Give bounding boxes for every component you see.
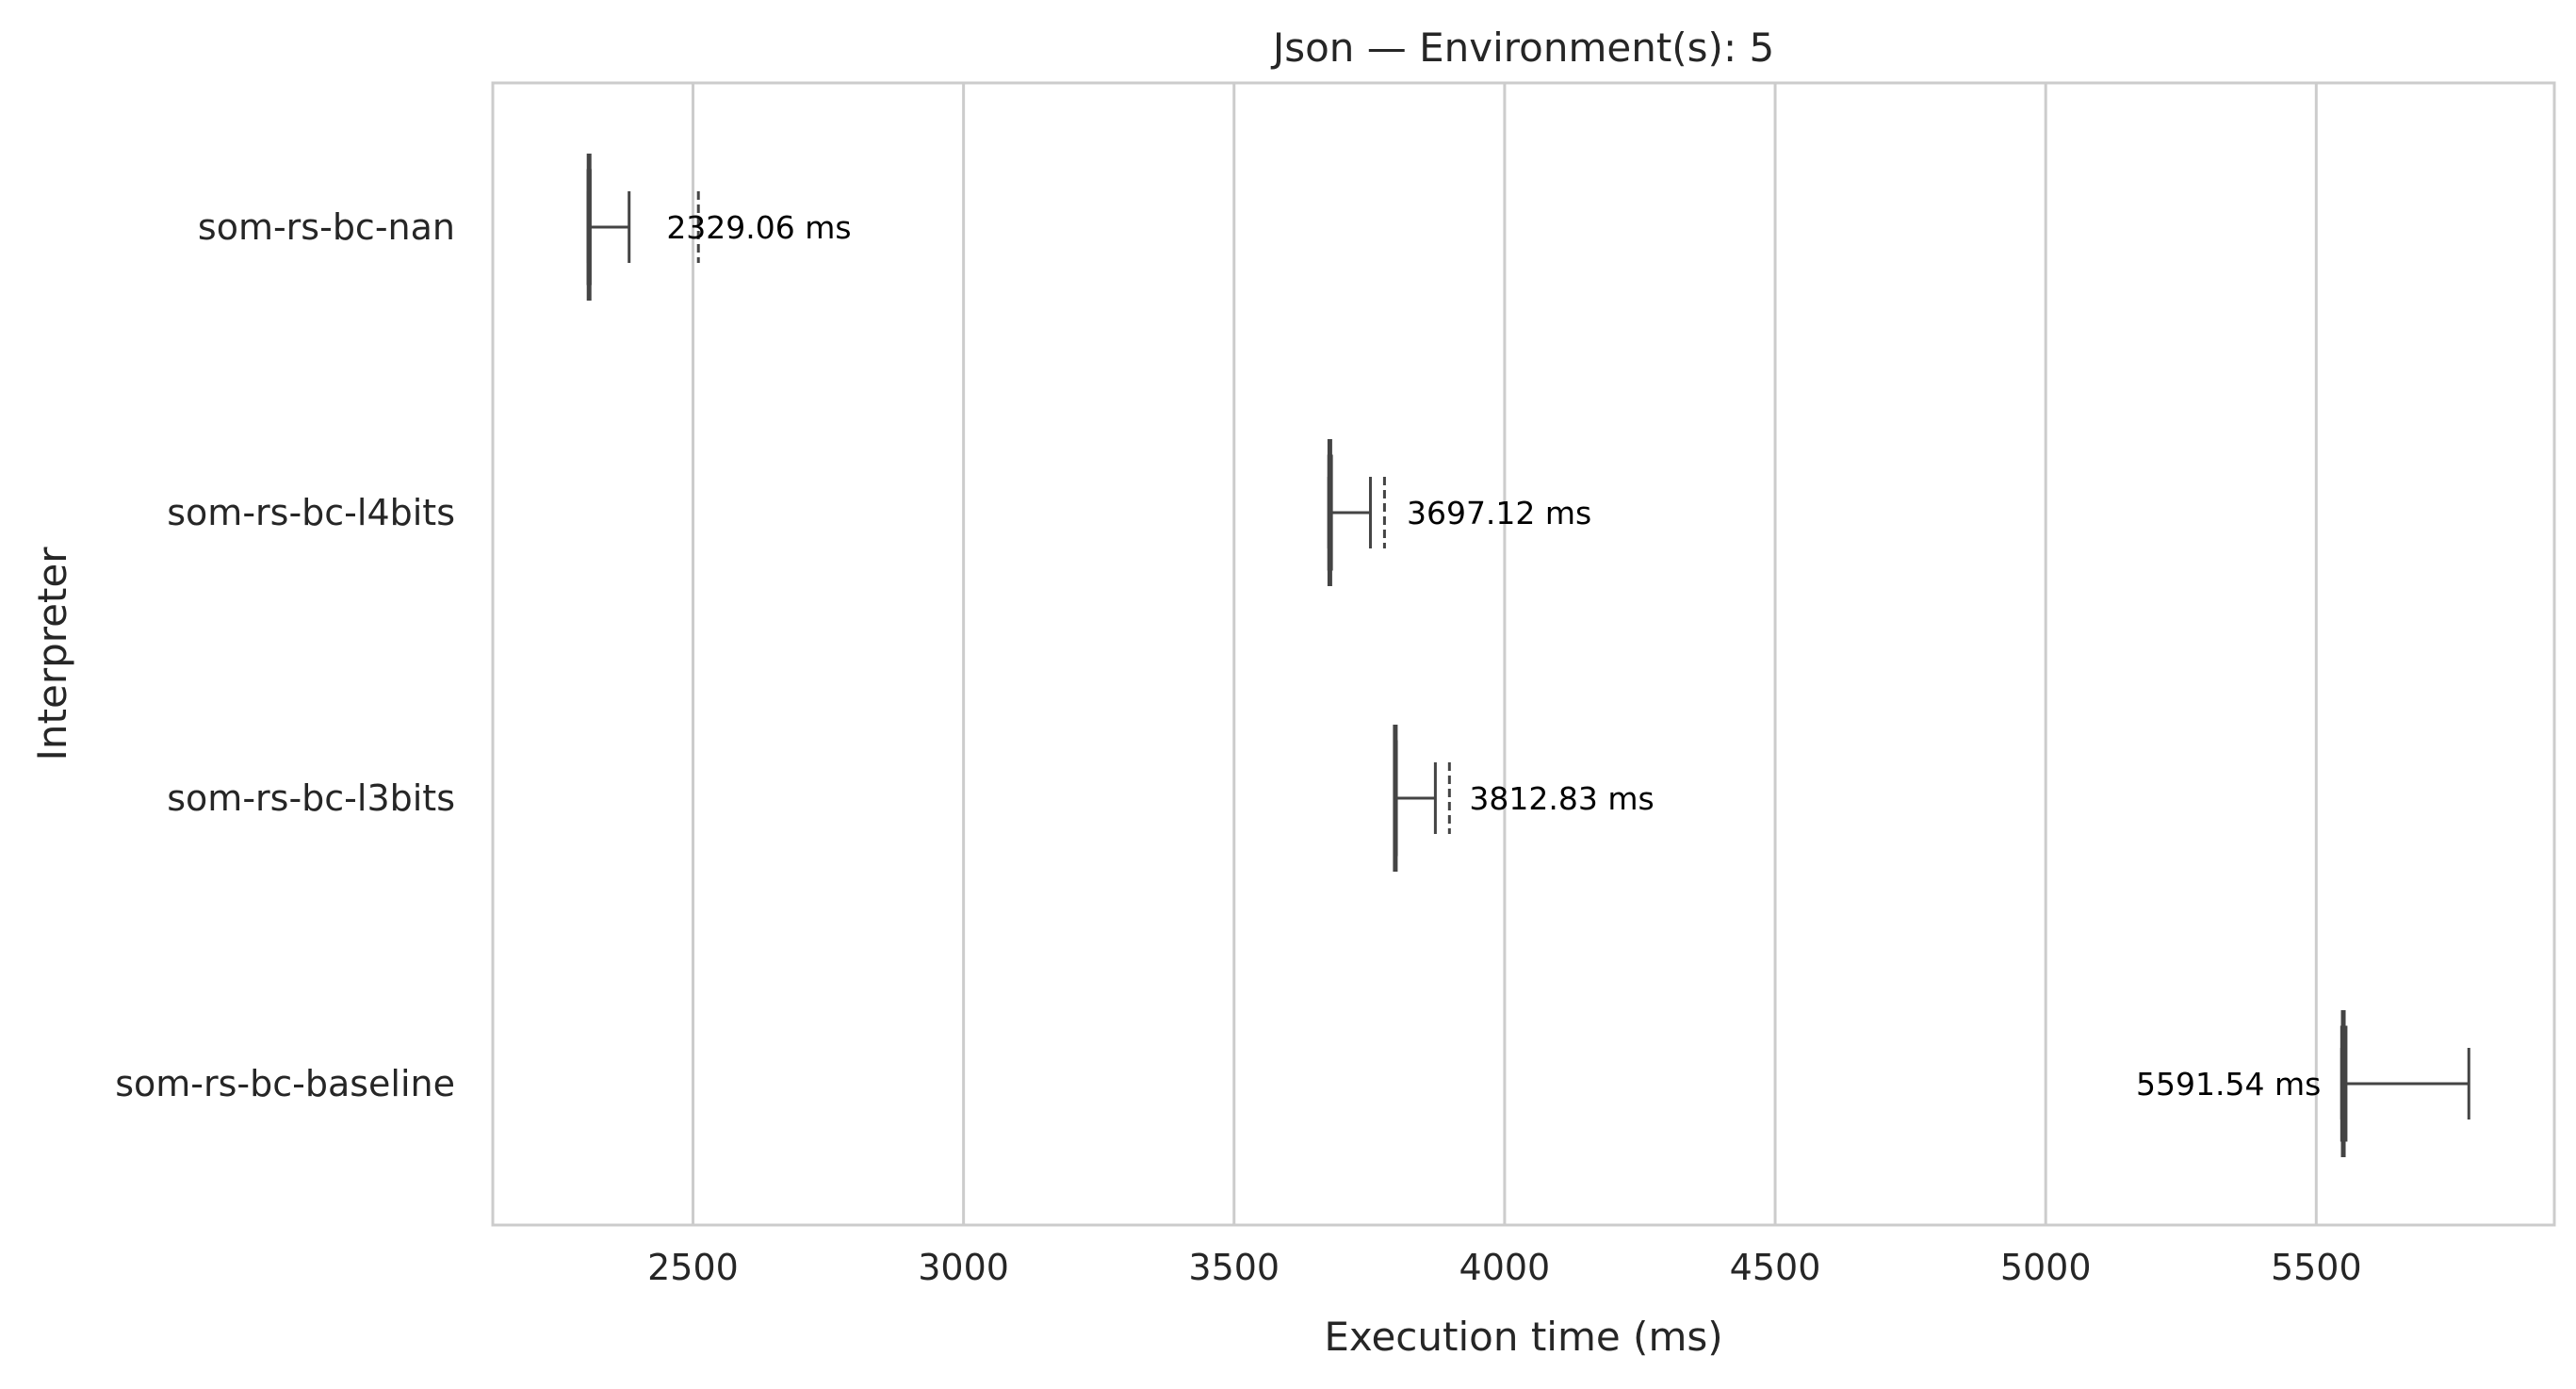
y-tick-label: som-rs-bc-l3bits bbox=[167, 777, 455, 819]
box-series: 2329.06 ms 3697.12 ms 3812.83 ms 5591.54 ms bbox=[586, 154, 2470, 1157]
x-tick-label: 4500 bbox=[1730, 1247, 1821, 1288]
x-tick-label: 2500 bbox=[647, 1247, 739, 1288]
mean-data-label: 3812.83 ms bbox=[1469, 780, 1654, 817]
box-som-rs-bc-l3bits: 3812.83 ms bbox=[1393, 725, 1655, 872]
y-tick-label: som-rs-bc-l4bits bbox=[167, 492, 455, 533]
mean-data-label: 5591.54 ms bbox=[2136, 1066, 2321, 1103]
x-axis-label: Execution time (ms) bbox=[1324, 1314, 1722, 1360]
x-axis-ticks: 2500 3000 3500 4000 4500 5000 5500 bbox=[647, 1247, 2362, 1288]
chart-title: Json — Environment(s): 5 bbox=[1270, 25, 1774, 71]
x-tick-label: 3000 bbox=[918, 1247, 1009, 1288]
gridlines bbox=[691, 83, 2318, 1225]
y-tick-label: som-rs-bc-nan bbox=[198, 206, 455, 248]
x-tick-label: 4000 bbox=[1459, 1247, 1551, 1288]
y-axis-ticks: som-rs-bc-nan som-rs-bc-l4bits som-rs-bc-l… bbox=[115, 206, 455, 1104]
plot-frame bbox=[491, 81, 2556, 1227]
y-tick-label: som-rs-bc-baseline bbox=[115, 1063, 455, 1104]
x-tick-label: 5000 bbox=[2000, 1247, 2092, 1288]
mean-data-label: 3697.12 ms bbox=[1407, 495, 1591, 531]
box-som-rs-bc-nan: 2329.06 ms bbox=[586, 154, 852, 301]
x-tick-label: 5500 bbox=[2271, 1247, 2362, 1288]
box-som-rs-bc-baseline: 5591.54 ms bbox=[2136, 1010, 2470, 1157]
box-som-rs-bc-l4bits: 3697.12 ms bbox=[1327, 439, 1591, 586]
x-tick-label: 3500 bbox=[1188, 1247, 1280, 1288]
y-axis-label: Interpreter bbox=[29, 547, 75, 761]
mean-data-label: 2329.06 ms bbox=[666, 209, 851, 246]
